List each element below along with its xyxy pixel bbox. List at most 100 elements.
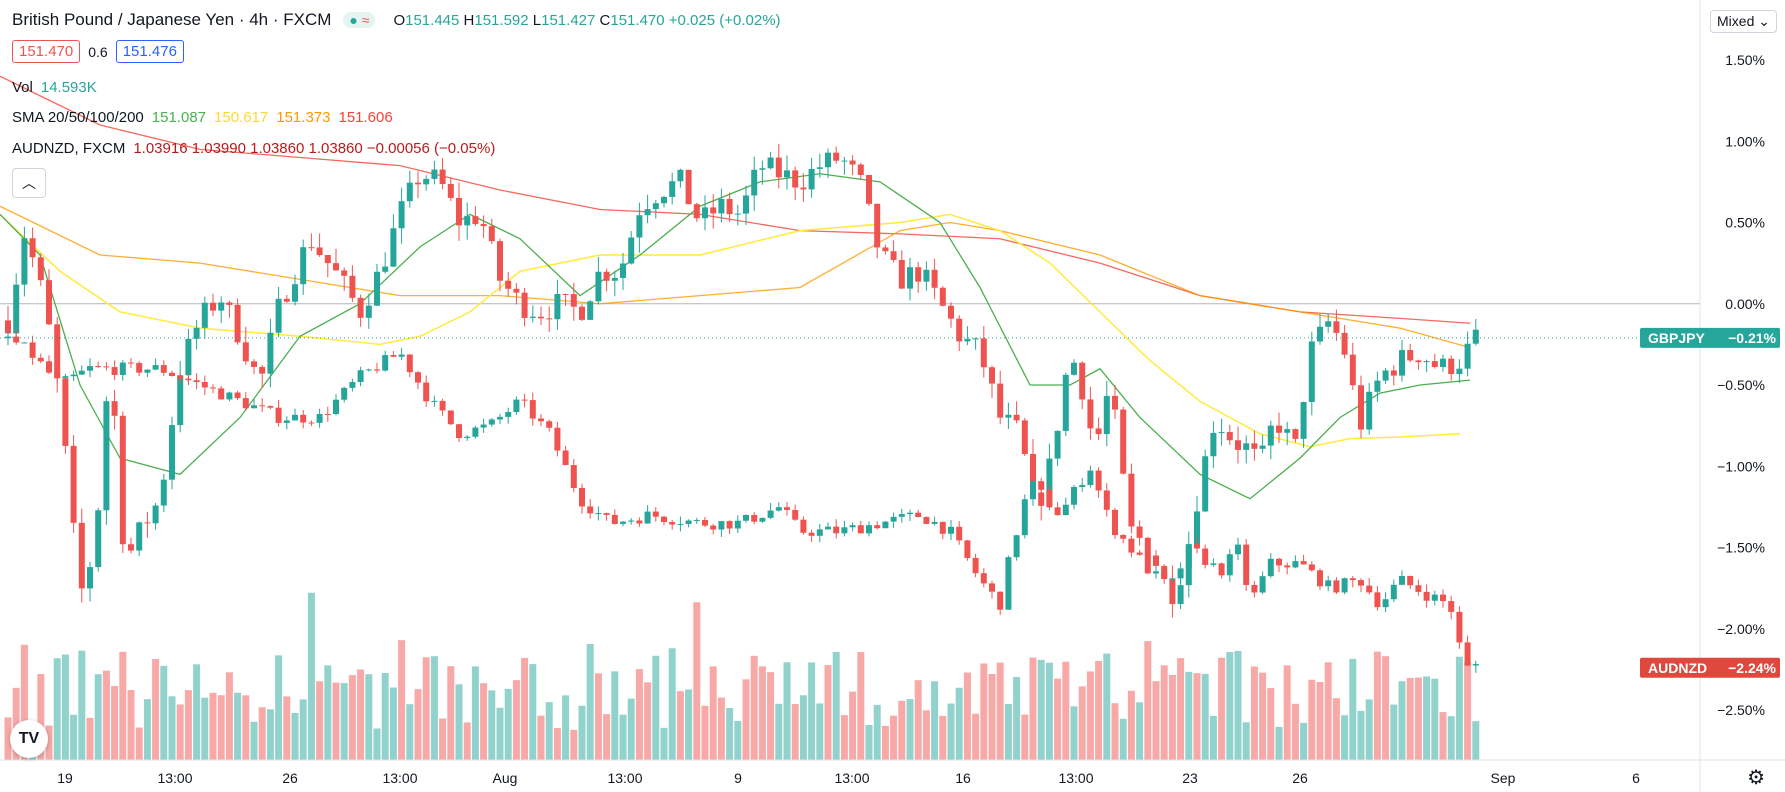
gbpjpy-candle	[636, 215, 643, 238]
bid-ask: 151.470 0.6 151.476	[12, 40, 184, 63]
volume-bar	[1086, 671, 1094, 760]
volume-bar	[70, 714, 78, 760]
gbpjpy-candle	[1259, 445, 1266, 449]
audnzd-candle	[964, 540, 971, 558]
volume-bar	[586, 643, 594, 760]
gbpjpy-candle	[226, 302, 233, 305]
gbpjpy-candle	[1317, 326, 1323, 342]
sma100-line	[0, 205, 1471, 349]
buy-price-button[interactable]: 151.476	[115, 40, 184, 63]
audnzd-candle	[792, 509, 799, 520]
gbpjpy-candle	[1046, 458, 1053, 506]
gbpjpy-candle	[1276, 425, 1282, 433]
volume-bar	[1013, 676, 1021, 760]
gbpjpy-candle	[144, 522, 151, 524]
audnzd-candle	[816, 529, 823, 536]
gear-icon[interactable]: ⚙	[1747, 767, 1765, 789]
sma-legend[interactable]: SMA 20/50/100/200 151.087 150.617 151.37…	[12, 109, 393, 126]
gbpjpy-candle	[849, 160, 856, 165]
gbpjpy-candle	[628, 237, 635, 264]
audnzd-candle	[390, 355, 397, 357]
gbpjpy-candle	[808, 168, 815, 190]
volume-bar	[242, 695, 250, 760]
volume-bar	[1029, 657, 1037, 760]
audnzd-candle	[193, 380, 200, 383]
volume-bar	[250, 721, 258, 760]
audnzd-candle	[37, 357, 44, 362]
gbpjpy-candle	[1177, 585, 1184, 605]
gbpjpy-candle	[1399, 350, 1405, 376]
volume-bar	[832, 652, 840, 760]
gbpjpy-candle	[546, 318, 553, 320]
gbpjpy-candle	[1341, 332, 1348, 355]
gbpjpy-candle	[767, 157, 774, 169]
gbpjpy-candle	[980, 338, 987, 368]
volume-bar	[307, 592, 315, 760]
sell-price-button[interactable]: 151.470	[12, 40, 81, 63]
audnzd-candle	[210, 387, 216, 389]
audnzd-candle	[439, 400, 446, 411]
audnzd-candle	[46, 361, 52, 373]
gbpjpy-candle	[677, 169, 684, 182]
volume-bar	[914, 680, 922, 760]
audnzd-candle	[866, 525, 872, 534]
audnzd-candle	[21, 342, 28, 344]
scale-mode-dropdown[interactable]: Mixed ⌄	[1710, 10, 1777, 33]
volume-bar	[316, 681, 324, 760]
symbol-title[interactable]: British Pound / Japanese Yen · 4h · FXCM	[12, 10, 332, 29]
volume-bar	[1218, 657, 1226, 760]
volume-bar	[980, 663, 988, 760]
indicator-badge[interactable]: ● ≈	[343, 12, 376, 28]
audnzd-candle	[956, 526, 963, 541]
volume-bar	[332, 682, 340, 760]
compare-legend[interactable]: AUDNZD, FXCM 1.03916 1.03990 1.03860 1.0…	[12, 140, 496, 157]
volume-bar	[1291, 703, 1299, 760]
audnzd-candle	[341, 387, 348, 400]
price-labels: GBPJPY −0.21% AUDNZD −2.24%	[0, 327, 1780, 678]
volume-bar	[668, 648, 676, 760]
volume-bar	[931, 681, 939, 760]
audnzd-candle	[1464, 642, 1471, 666]
gbpjpy-candle	[398, 201, 405, 229]
audnzd-candle	[1267, 558, 1274, 577]
gbpjpy-candle	[54, 324, 61, 379]
volume-legend[interactable]: Vol 14.593K	[12, 79, 97, 96]
gbpjpy-candle	[866, 174, 872, 204]
audnzd-candles	[5, 329, 1479, 673]
audnzd-candle	[275, 407, 282, 423]
volume-bar	[37, 674, 45, 760]
gbpjpy-candle	[259, 366, 266, 374]
audnzd-candle	[152, 365, 159, 370]
gbpjpy-candle	[415, 182, 421, 185]
audnzd-candle	[1374, 592, 1381, 608]
volume-bar	[176, 704, 184, 760]
volume-bar	[119, 651, 127, 760]
gbpjpy-candle	[333, 263, 339, 271]
volume-bar	[799, 695, 807, 760]
gbpjpy-candle	[505, 280, 512, 289]
audnzd-candle	[1325, 580, 1332, 587]
volume-bar	[635, 669, 643, 760]
gbpjpy-candle	[1021, 420, 1028, 455]
volume-bar	[1103, 653, 1111, 760]
volume-bar	[94, 674, 102, 760]
audnzd-candle	[431, 400, 438, 402]
gbpjpy-candle	[652, 203, 659, 210]
gbpjpy-candle	[300, 247, 307, 285]
volume-bar	[1136, 702, 1144, 760]
volume-bar	[922, 710, 930, 760]
volume-bar	[430, 656, 438, 760]
audnzd-candle	[1021, 499, 1028, 536]
collapse-legend-button[interactable]: ︿	[12, 168, 46, 198]
audnzd-candle	[349, 382, 356, 388]
audnzd-candle	[570, 465, 577, 488]
volume-bar	[78, 650, 86, 760]
y-tick-label: −1.00%	[1717, 458, 1765, 474]
audnzd-candle	[1054, 507, 1061, 516]
gbpjpy-candle	[423, 178, 430, 185]
x-tick-label: 16	[955, 770, 971, 786]
gbpjpy-candle	[693, 204, 700, 219]
volume-bar	[53, 658, 61, 760]
audnzd-candle	[201, 382, 208, 388]
